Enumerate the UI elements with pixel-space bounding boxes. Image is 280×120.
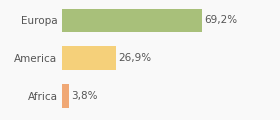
- Text: 3,8%: 3,8%: [71, 91, 98, 101]
- Text: 26,9%: 26,9%: [118, 53, 151, 63]
- Bar: [62, 84, 69, 108]
- Bar: [62, 46, 116, 70]
- Text: 69,2%: 69,2%: [204, 15, 237, 25]
- Bar: [62, 9, 202, 32]
